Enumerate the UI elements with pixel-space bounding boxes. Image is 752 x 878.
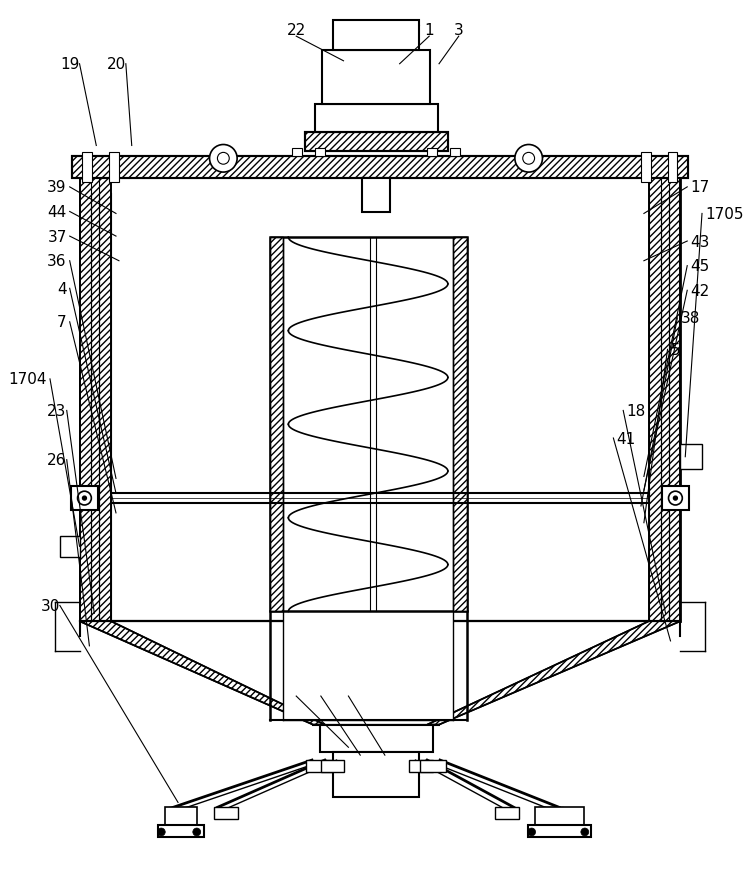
Circle shape (157, 828, 165, 836)
Circle shape (210, 146, 237, 173)
Bar (169, 808, 195, 819)
Circle shape (217, 153, 229, 165)
Bar (662, 486, 689, 510)
Bar (410, 760, 433, 772)
Bar (332, 752, 420, 796)
Text: 26: 26 (47, 453, 67, 468)
Circle shape (83, 497, 86, 500)
Bar (322, 51, 430, 105)
Bar (315, 105, 438, 133)
Circle shape (77, 492, 91, 506)
Bar (165, 808, 197, 825)
Text: 43: 43 (690, 234, 710, 249)
Text: 5: 5 (671, 342, 680, 357)
Bar (641, 153, 650, 183)
Bar (270, 238, 466, 612)
Circle shape (528, 828, 535, 836)
Text: 39: 39 (47, 180, 67, 195)
Text: 20: 20 (107, 57, 126, 72)
Bar (450, 149, 459, 157)
Bar (453, 238, 466, 612)
Bar (284, 612, 453, 720)
Bar (214, 808, 238, 819)
Bar (535, 808, 584, 825)
Text: 17: 17 (690, 180, 709, 195)
Bar (305, 133, 448, 152)
Bar (649, 157, 681, 622)
Text: 24: 24 (287, 682, 306, 697)
Bar (538, 808, 563, 819)
Bar (427, 149, 437, 157)
Polygon shape (427, 622, 681, 725)
Text: 30: 30 (41, 598, 60, 613)
Text: 37: 37 (47, 229, 67, 244)
Text: 36: 36 (47, 254, 67, 269)
Text: 1704: 1704 (8, 372, 47, 387)
Circle shape (523, 153, 535, 165)
Bar (321, 760, 344, 772)
Circle shape (674, 497, 678, 500)
Text: 41: 41 (617, 431, 635, 446)
Text: 2: 2 (316, 682, 326, 697)
Circle shape (669, 492, 682, 506)
Text: 18: 18 (626, 404, 645, 419)
Bar (270, 238, 284, 612)
Bar (80, 157, 111, 622)
Bar (362, 179, 390, 213)
Bar (668, 153, 678, 183)
Bar (528, 825, 591, 837)
Text: 19: 19 (60, 57, 80, 72)
Circle shape (581, 828, 589, 836)
Text: 22: 22 (287, 23, 306, 38)
Text: 4: 4 (57, 282, 67, 297)
Bar (71, 486, 99, 510)
Text: 38: 38 (681, 311, 699, 326)
Text: 45: 45 (690, 259, 709, 274)
Bar (270, 238, 284, 612)
Text: 40: 40 (339, 682, 358, 697)
Bar (80, 157, 111, 622)
Bar (83, 153, 92, 183)
Bar (320, 725, 433, 752)
Text: 7: 7 (57, 315, 67, 330)
Bar (332, 21, 420, 51)
Circle shape (193, 828, 201, 836)
Bar (305, 133, 448, 152)
Polygon shape (80, 622, 325, 725)
Bar (649, 157, 681, 622)
Bar (60, 536, 80, 558)
Bar (270, 238, 466, 612)
Bar (111, 179, 649, 622)
Bar (159, 825, 204, 837)
Bar (80, 157, 681, 622)
Bar (315, 149, 325, 157)
Text: 3: 3 (454, 23, 464, 38)
Text: 1: 1 (424, 23, 434, 38)
Text: 44: 44 (47, 205, 67, 220)
Bar (681, 444, 702, 469)
Bar (293, 149, 302, 157)
Bar (495, 808, 519, 819)
Bar (109, 153, 119, 183)
Circle shape (515, 146, 542, 173)
Text: 1705: 1705 (705, 206, 744, 221)
Bar (453, 238, 466, 612)
Polygon shape (111, 622, 649, 725)
Bar (306, 760, 332, 772)
Text: 23: 23 (47, 404, 67, 419)
Bar (71, 157, 688, 179)
Bar (71, 157, 688, 179)
Bar (420, 760, 446, 772)
Text: 42: 42 (690, 284, 709, 299)
